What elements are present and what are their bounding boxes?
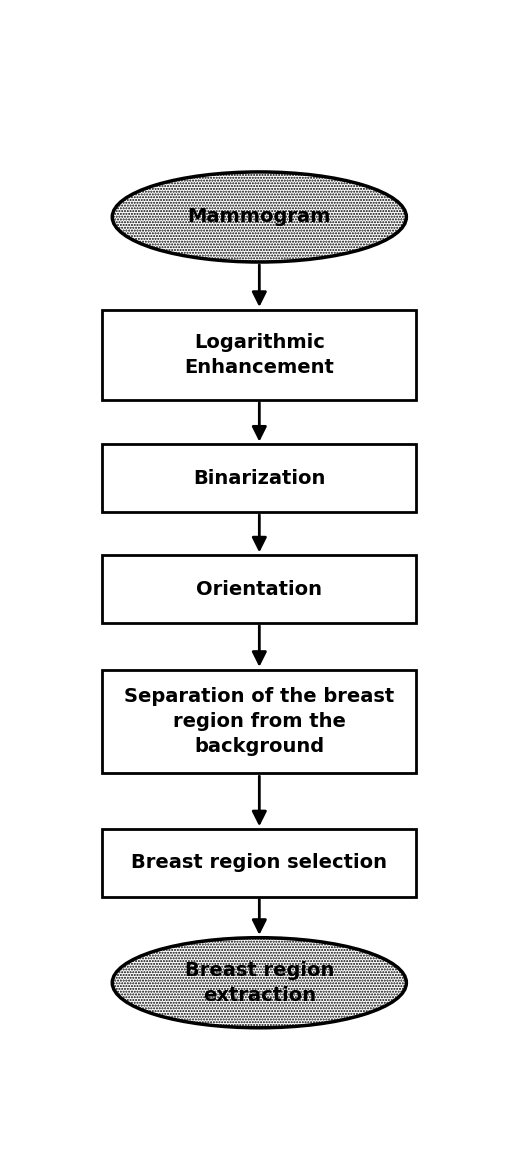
FancyBboxPatch shape — [102, 310, 416, 400]
Text: Breast region selection: Breast region selection — [131, 853, 386, 873]
Ellipse shape — [112, 172, 406, 262]
Text: Logarithmic
Enhancement: Logarithmic Enhancement — [184, 332, 334, 377]
FancyBboxPatch shape — [102, 669, 416, 773]
FancyBboxPatch shape — [102, 830, 416, 896]
Ellipse shape — [112, 937, 406, 1027]
Ellipse shape — [112, 937, 406, 1027]
FancyBboxPatch shape — [102, 445, 416, 512]
Text: Separation of the breast
region from the
background: Separation of the breast region from the… — [124, 687, 394, 756]
FancyBboxPatch shape — [102, 556, 416, 622]
Text: Orientation: Orientation — [196, 579, 322, 599]
Text: Binarization: Binarization — [193, 469, 325, 488]
Ellipse shape — [112, 172, 406, 262]
Text: Breast region
extraction: Breast region extraction — [184, 961, 333, 1005]
Text: Mammogram: Mammogram — [187, 207, 330, 227]
